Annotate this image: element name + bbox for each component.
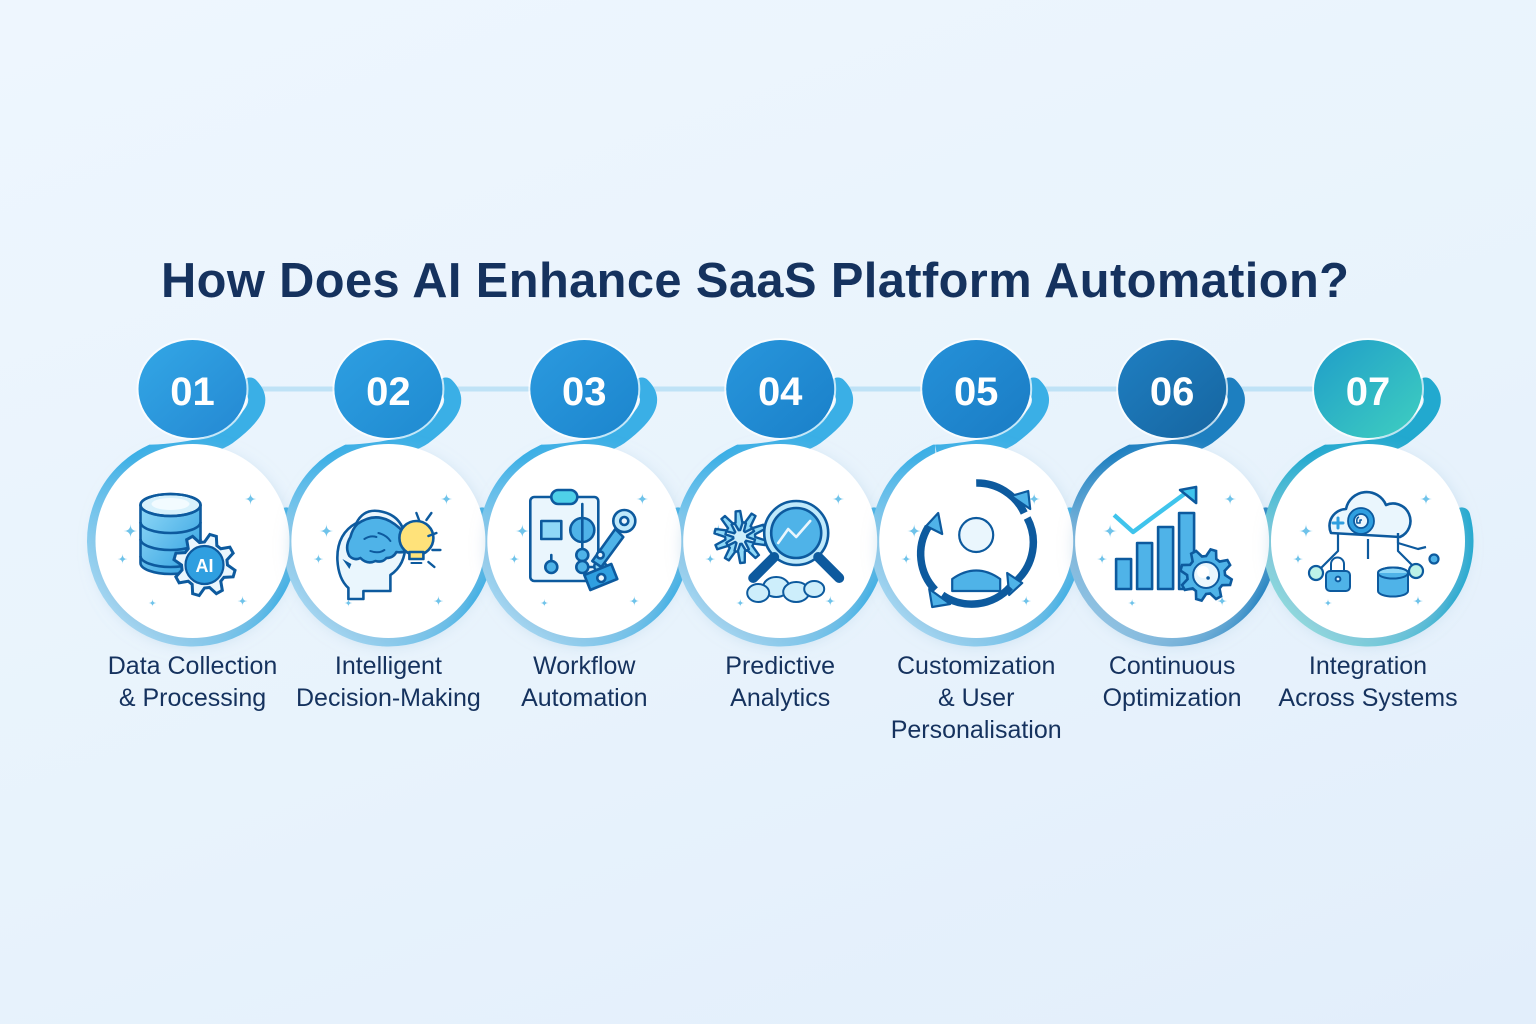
svg-text:04: 04 bbox=[758, 370, 803, 414]
svg-text:03: 03 bbox=[562, 370, 607, 414]
svg-text:02: 02 bbox=[366, 370, 411, 414]
svg-text:01: 01 bbox=[170, 370, 215, 414]
svg-text:07: 07 bbox=[1346, 370, 1391, 414]
svg-text:06: 06 bbox=[1150, 370, 1195, 414]
svg-text:05: 05 bbox=[954, 370, 999, 414]
svg-text:AI: AI bbox=[196, 556, 214, 576]
